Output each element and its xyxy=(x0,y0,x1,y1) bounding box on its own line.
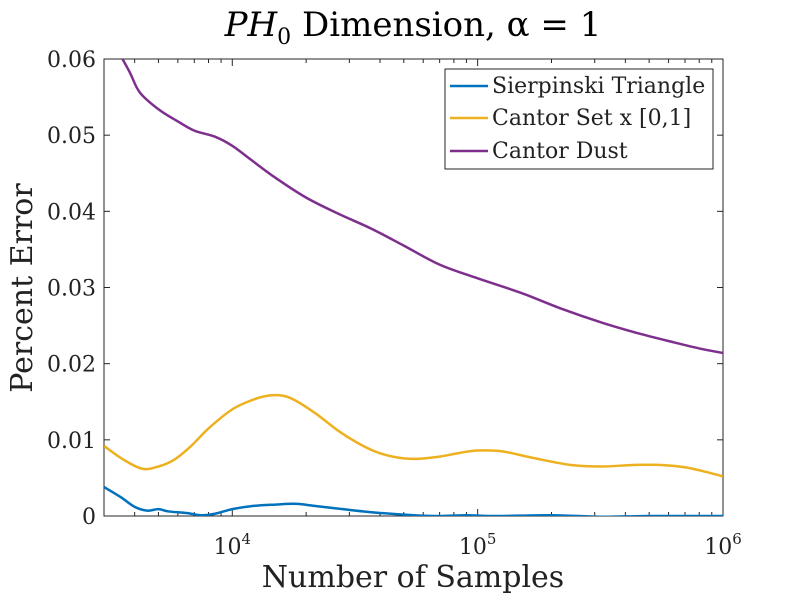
y-tick-label-2: 0.02 xyxy=(47,353,96,378)
y-axis-label: Percent Error xyxy=(5,183,40,393)
x-axis-label: Number of Samples xyxy=(262,560,564,595)
series-line-sierpinski xyxy=(104,485,723,516)
x-tick-label-2: 106 xyxy=(704,530,742,560)
legend: Sierpinski Triangle Cantor Set x [0,1] C… xyxy=(444,68,714,170)
series-line-cantor-dust xyxy=(121,59,723,355)
y-tick-label-4: 0.04 xyxy=(47,200,96,225)
series-lines xyxy=(104,59,723,516)
x-tick-label-1: 105 xyxy=(459,530,497,560)
y-tick-label-5: 0.05 xyxy=(47,124,96,149)
legend-label-sierpinski: Sierpinski Triangle xyxy=(492,74,705,99)
y-tick-label-6: 0.06 xyxy=(47,48,96,73)
axis-ticks: 0 0.01 0.02 0.03 0.04 0.05 0.06 104 105 106 xyxy=(47,48,742,560)
legend-box xyxy=(444,68,714,170)
chart-title: PH0 Dimension, α = 1 xyxy=(224,5,602,50)
legend-label-cantor-set: Cantor Set x [0,1] xyxy=(492,106,691,131)
legend-label-cantor-dust: Cantor Dust xyxy=(492,139,628,164)
y-tick-label-1: 0.01 xyxy=(47,429,96,454)
series-line-cantor-set xyxy=(104,393,723,478)
x-tick-label-0: 104 xyxy=(214,530,252,560)
y-tick-label-0: 0 xyxy=(82,505,96,530)
y-tick-label-3: 0.03 xyxy=(47,277,96,302)
